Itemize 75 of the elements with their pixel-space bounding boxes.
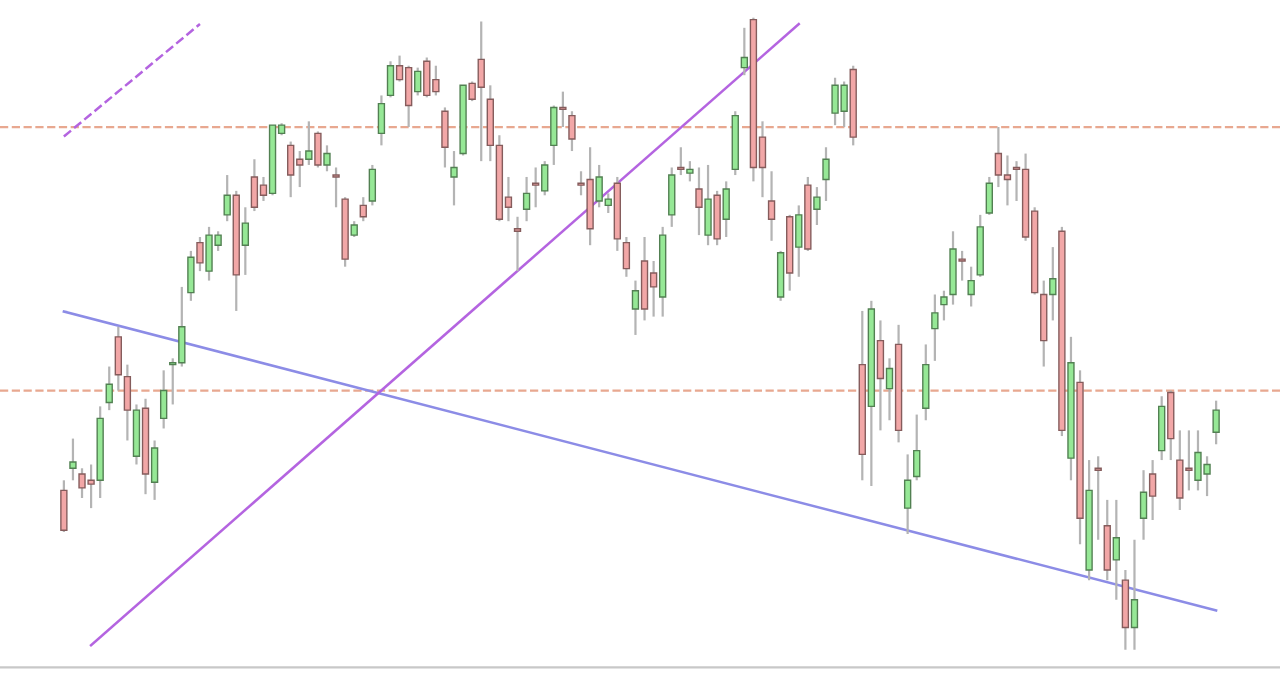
candlestick bbox=[1040, 279, 1048, 368]
candlestick bbox=[123, 363, 132, 442]
candlestick bbox=[958, 249, 966, 282]
candlestick bbox=[223, 173, 231, 223]
candlestick bbox=[967, 265, 975, 308]
candlestick bbox=[450, 149, 458, 207]
candlestick bbox=[994, 125, 1003, 189]
candlestick bbox=[1094, 455, 1102, 541]
candlestick bbox=[677, 146, 685, 177]
candlestick bbox=[1121, 568, 1130, 651]
candlestick bbox=[114, 325, 122, 392]
candlestick bbox=[305, 120, 313, 167]
candlestick bbox=[550, 104, 558, 167]
candlestick bbox=[985, 175, 993, 216]
candlestick bbox=[1103, 498, 1111, 582]
candlestick bbox=[1167, 389, 1175, 462]
candlestick bbox=[1049, 245, 1057, 322]
candlestick bbox=[795, 204, 803, 278]
candlestick bbox=[913, 413, 921, 482]
candlestick bbox=[1003, 154, 1012, 207]
candlestick bbox=[695, 166, 703, 237]
candlestick bbox=[287, 140, 295, 199]
candlestick bbox=[949, 230, 957, 306]
candlestick bbox=[931, 293, 939, 362]
candlestick bbox=[150, 439, 159, 501]
candlestick bbox=[885, 357, 894, 422]
candlestick bbox=[1139, 469, 1148, 541]
candlestick bbox=[359, 196, 367, 223]
candlestick bbox=[767, 170, 776, 242]
candlestick bbox=[250, 158, 259, 213]
candlestick bbox=[776, 249, 785, 302]
candlestick bbox=[704, 163, 712, 247]
candlestick bbox=[1148, 458, 1157, 522]
candlestick bbox=[314, 130, 322, 169]
candlestick bbox=[1158, 395, 1166, 462]
candlestick bbox=[559, 90, 567, 129]
candlestick bbox=[259, 175, 268, 203]
candlestick bbox=[414, 66, 422, 97]
candlestick bbox=[740, 26, 749, 77]
candlestick bbox=[368, 163, 377, 207]
candlestick bbox=[922, 343, 930, 422]
candlestick bbox=[722, 180, 730, 239]
candlestick bbox=[903, 453, 912, 536]
candlestick bbox=[822, 146, 830, 203]
candlestick bbox=[386, 60, 395, 99]
candlestick bbox=[622, 235, 631, 278]
candlestick bbox=[631, 279, 640, 337]
candlestick bbox=[686, 160, 694, 183]
candlestick bbox=[649, 259, 658, 318]
candlestick bbox=[69, 437, 77, 482]
candlestick bbox=[323, 144, 331, 173]
candlestick bbox=[1212, 399, 1220, 446]
candlestick bbox=[60, 479, 68, 534]
candlestick bbox=[196, 235, 204, 273]
candlestick bbox=[713, 189, 721, 247]
candlestick bbox=[105, 365, 113, 412]
candlestick bbox=[668, 166, 676, 228]
candlestick bbox=[241, 206, 250, 277]
candlestick bbox=[404, 64, 413, 129]
candlestick bbox=[159, 369, 168, 430]
candlestick bbox=[522, 175, 531, 223]
candlestick bbox=[876, 319, 885, 432]
candlestick bbox=[132, 403, 141, 466]
candlestick bbox=[813, 185, 821, 227]
candlestick bbox=[568, 110, 576, 153]
candlestick bbox=[332, 166, 340, 209]
candlestick bbox=[531, 166, 540, 209]
candlestick bbox=[1112, 498, 1121, 601]
candlestick bbox=[1130, 538, 1139, 651]
candlestick bbox=[541, 160, 549, 197]
candlestick bbox=[187, 249, 195, 302]
candlestick bbox=[377, 94, 386, 147]
candlestick bbox=[441, 106, 449, 169]
candlestick bbox=[513, 215, 522, 273]
candlestick bbox=[940, 289, 948, 322]
